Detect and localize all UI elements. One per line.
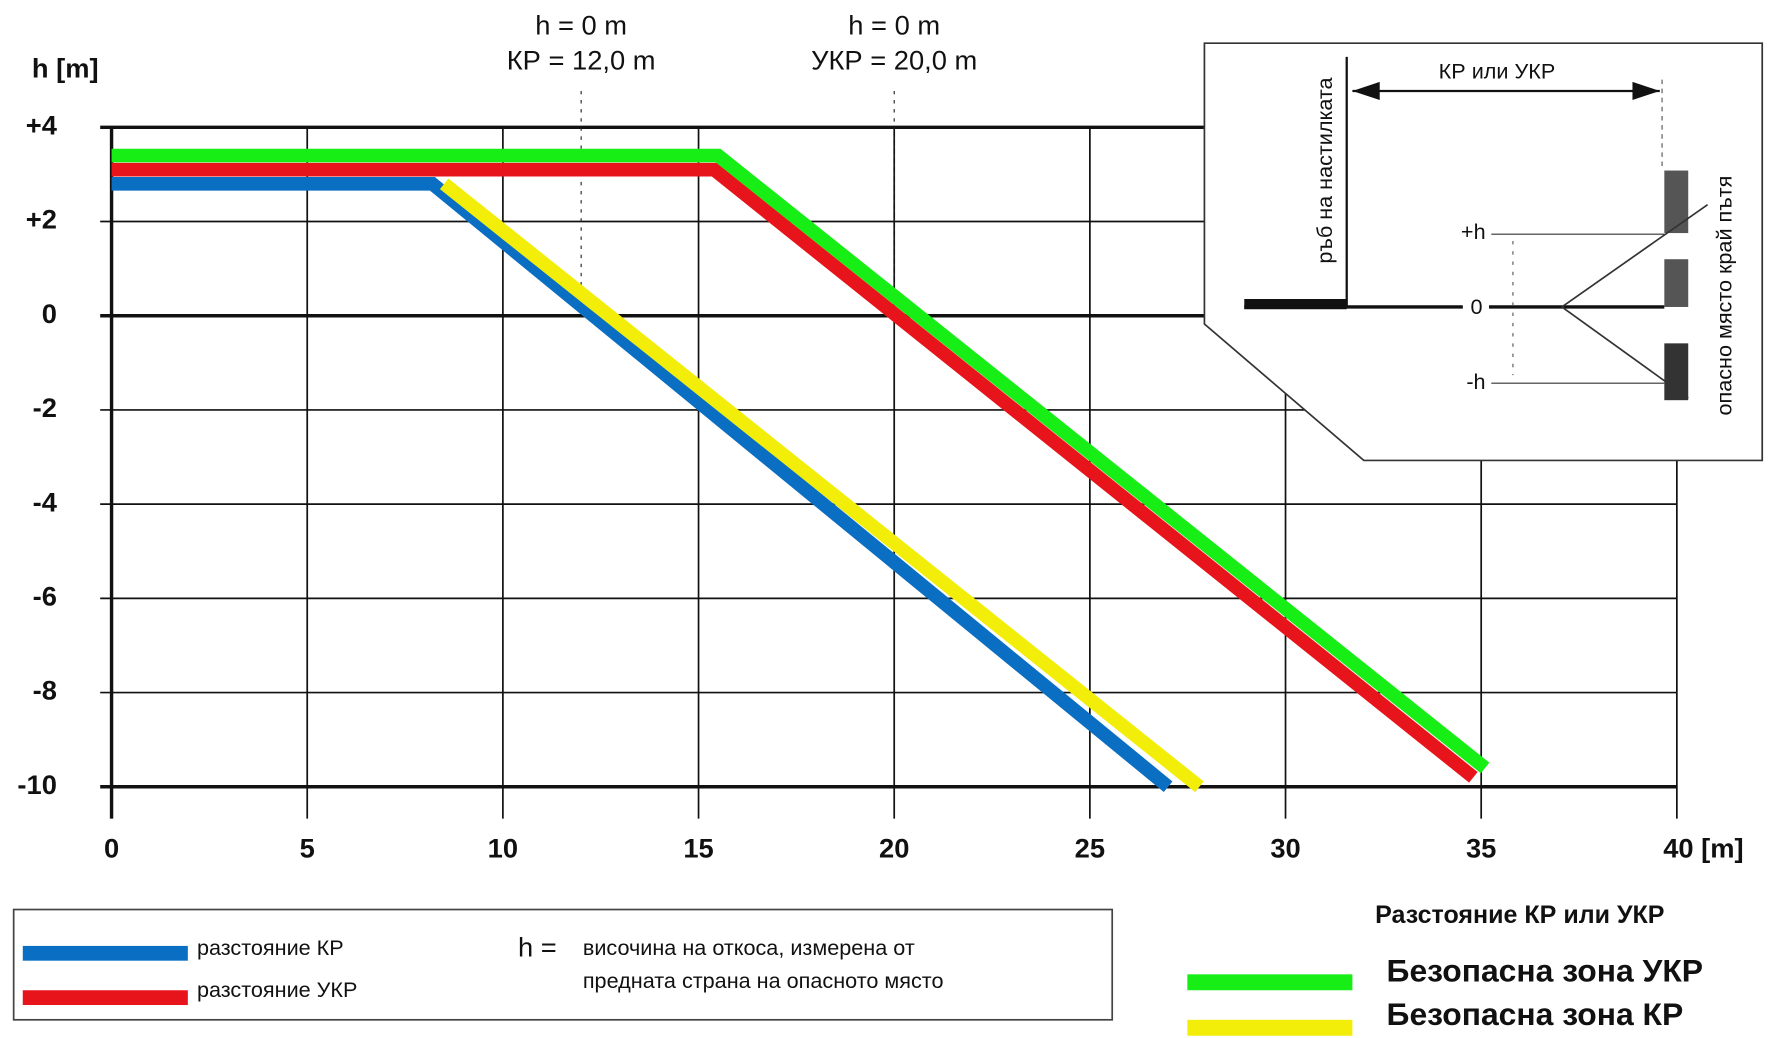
arrow-head — [1352, 81, 1380, 101]
y-axis-title: h [m] — [32, 53, 99, 84]
note-symbol: h = — [518, 932, 557, 963]
legend-box — [12, 908, 1114, 1021]
y-tick-label: 0 — [42, 298, 57, 329]
x-tick-label: 25 — [1075, 833, 1105, 864]
inset-label: -h — [1466, 369, 1485, 394]
y-tick-label: +2 — [26, 204, 57, 235]
annotation-text: h = 0 m — [848, 10, 940, 41]
legend-swatch — [22, 945, 188, 961]
hazard-block — [1664, 343, 1689, 401]
y-tick-label: -6 — [33, 581, 57, 612]
legend-label: Безопасна зона УКР — [1387, 953, 1704, 989]
hazard-block — [1664, 170, 1689, 234]
series-line — [439, 178, 1204, 793]
y-tick-label: -4 — [33, 486, 58, 517]
series-line — [111, 177, 1173, 793]
x-tick-label: 10 — [488, 833, 518, 864]
annotation-text: h = 0 m — [535, 10, 627, 41]
x-tick-label: 0 — [104, 833, 119, 864]
arrow-head — [1632, 81, 1660, 101]
note-text: височина на откоса, измерена от — [583, 935, 915, 960]
x-tick-label: 20 — [879, 833, 909, 864]
x-tick-label: 35 — [1466, 833, 1496, 864]
legend-swatch — [22, 990, 188, 1006]
inset-label: +h — [1461, 219, 1486, 244]
y-tick-label: -2 — [33, 392, 57, 423]
inset-diagram: КР или УКР ръб на настилката опасно мяст… — [1203, 42, 1764, 462]
legend-title: Разстояние КР или УКР — [1375, 901, 1664, 929]
x-tick-label: 40 [m] — [1663, 833, 1743, 864]
inset-label: опасно място край пътя — [1711, 176, 1736, 416]
inset-label: ръб на настилката — [1312, 76, 1337, 263]
y-tick-label: -10 — [17, 769, 56, 800]
legend-swatch — [1187, 974, 1353, 991]
annotation-text: КР = 12,0 m — [507, 45, 656, 76]
note-text: предната страна на опасното място — [583, 968, 944, 993]
series-line — [111, 162, 1478, 783]
x-tick-label: 30 — [1270, 833, 1300, 864]
annotation-text: УКР = 20,0 m — [811, 45, 977, 76]
y-tick-label: +4 — [26, 110, 58, 141]
x-tick-label: 15 — [683, 833, 713, 864]
slope-line — [1561, 306, 1689, 399]
hazard-block — [1664, 259, 1689, 307]
y-tick-label: -8 — [33, 675, 57, 706]
legend-label: разстояние УКР — [197, 977, 358, 1002]
series-line — [111, 148, 1490, 774]
inset-label: 0 — [1470, 294, 1482, 319]
x-tick-label: 5 — [300, 833, 315, 864]
pavement — [1244, 299, 1347, 310]
inset-frame — [1203, 42, 1764, 462]
legend-label: Безопасна зона КР — [1387, 996, 1684, 1032]
legend-label: разстояние КР — [197, 935, 344, 960]
legend-swatch — [1187, 1019, 1353, 1036]
inset-label: КР или УКР — [1439, 58, 1556, 83]
slope-line — [1561, 203, 1709, 308]
